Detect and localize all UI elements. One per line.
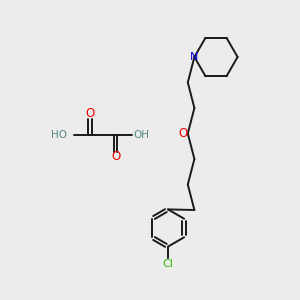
Text: O: O — [179, 127, 188, 140]
Text: O: O — [111, 150, 120, 164]
Text: O: O — [85, 106, 94, 120]
Text: HO: HO — [51, 130, 67, 140]
Text: Cl: Cl — [163, 259, 173, 269]
Text: N: N — [190, 52, 199, 62]
Text: OH: OH — [134, 130, 149, 140]
